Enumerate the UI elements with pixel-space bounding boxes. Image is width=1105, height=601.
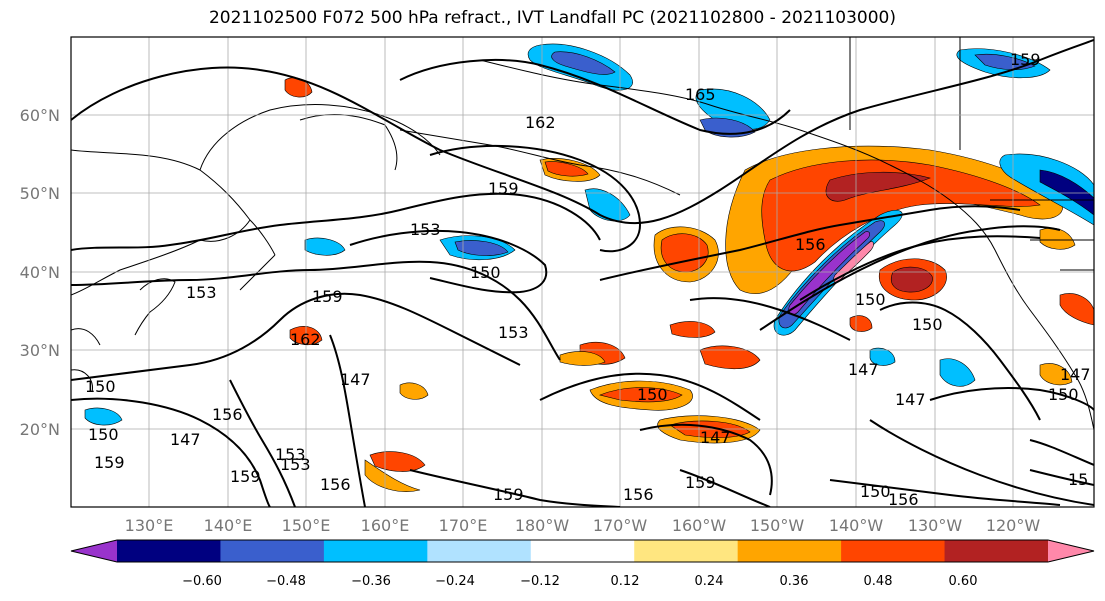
colorbar-segment	[634, 540, 739, 562]
contour-label: 156	[320, 475, 351, 494]
contour-label: 162	[290, 330, 321, 349]
colorbar-extend-max	[1048, 540, 1094, 562]
gridlines	[71, 37, 1094, 507]
lon-label: 160°E	[361, 516, 410, 535]
lon-label: 150°E	[282, 516, 331, 535]
contour-label: 147	[170, 430, 201, 449]
contour-label: 156	[795, 235, 826, 254]
colorbar-tick-label: −0.36	[351, 574, 391, 589]
colorbar-outline	[70, 539, 1095, 563]
contour-label: 156	[623, 485, 654, 504]
contour-label: 147	[340, 370, 371, 389]
colorbar-segment	[323, 540, 428, 562]
contour-label: 150	[637, 385, 668, 404]
refractivity-contours	[71, 39, 1094, 507]
colorbar-tick-label: 0.60	[949, 574, 978, 589]
contour-label: 153	[275, 445, 306, 464]
contour-label: 150	[470, 263, 501, 282]
contour-label: 153	[498, 323, 529, 342]
contour-label: 156	[212, 405, 243, 424]
contour-label: 159	[488, 179, 519, 198]
colorbar-segment	[427, 540, 532, 562]
lon-label: 170°W	[593, 516, 648, 535]
contour-label: 159	[685, 473, 716, 492]
colorbar-segment	[841, 540, 946, 562]
contour-label: 150	[855, 290, 886, 309]
colorbar-tick-label: 0.48	[864, 574, 893, 589]
contour-label: 153	[186, 283, 217, 302]
lat-label: 30°N	[20, 341, 60, 360]
colorbar-segment	[530, 540, 635, 562]
contour-label: 150	[912, 315, 943, 334]
lon-label: 180°W	[515, 516, 570, 535]
contour-label: 15	[1068, 470, 1088, 489]
contour-label: 159	[312, 287, 343, 306]
colorbar-tick-label: −0.48	[266, 574, 306, 589]
lon-label: 130°W	[908, 516, 963, 535]
latitude-axis: 60°N 50°N 40°N 30°N 20°N	[20, 106, 60, 439]
colorbar-tick-labels: −0.60 −0.48 −0.36 −0.24 −0.12 0.12 0.24 …	[182, 574, 977, 589]
colorbar-tick-label: −0.12	[520, 574, 560, 589]
colorbar	[70, 539, 1095, 563]
colorbar-tick-label: 0.36	[780, 574, 809, 589]
contour-label: 150	[860, 482, 891, 501]
contour-label: 162	[525, 113, 556, 132]
contour-label: 147	[700, 428, 731, 447]
contour-label: 147	[895, 390, 926, 409]
contour-label: 147	[848, 360, 879, 379]
lon-label: 160°W	[672, 516, 727, 535]
lat-label: 40°N	[20, 263, 60, 282]
contour-label: 156	[888, 490, 919, 509]
map-title: 2021102500 F072 500 hPa refract., IVT La…	[208, 8, 896, 28]
contour-label: 159	[493, 485, 524, 504]
colorbar-extend-min	[71, 540, 117, 562]
colorbar-tick-label: −0.24	[435, 574, 475, 589]
colorbar-tick-label: 0.12	[611, 574, 640, 589]
contour-label: 153	[280, 455, 311, 474]
colorbar-segment	[737, 540, 842, 562]
lon-label: 140°E	[204, 516, 253, 535]
contour-label: 147	[1060, 365, 1091, 384]
map-frame	[70, 36, 1095, 508]
contour-label: 153	[410, 220, 441, 239]
contour-labels: 162 165 159 153 150 153 159 162 153 150 …	[85, 50, 1091, 509]
contour-label: 159	[230, 467, 261, 486]
colorbar-tick-label: −0.60	[182, 574, 222, 589]
colorbar-segment	[117, 540, 221, 562]
colorbar-tick-label: 0.24	[695, 574, 724, 589]
contour-label: 150	[1048, 385, 1079, 404]
lat-label: 20°N	[20, 420, 60, 439]
lon-label: 120°W	[986, 516, 1041, 535]
contour-label: 159	[94, 453, 125, 472]
lat-label: 60°N	[20, 106, 60, 125]
lon-label: 150°W	[750, 516, 805, 535]
coastlines	[71, 37, 1094, 431]
lon-label: 170°E	[439, 516, 488, 535]
contour-label: 165	[685, 85, 716, 104]
colorbar-segment	[944, 540, 1049, 562]
contour-label: 159	[1010, 50, 1041, 69]
longitude-axis: 130°E 140°E 150°E 160°E 170°E 180°W 170°…	[125, 516, 1041, 535]
lon-label: 140°W	[829, 516, 884, 535]
colorbar-segment	[220, 540, 325, 562]
lat-label: 50°N	[20, 184, 60, 203]
contour-label: 150	[88, 425, 119, 444]
lon-label: 130°E	[125, 516, 174, 535]
contour-label: 150	[85, 377, 116, 396]
